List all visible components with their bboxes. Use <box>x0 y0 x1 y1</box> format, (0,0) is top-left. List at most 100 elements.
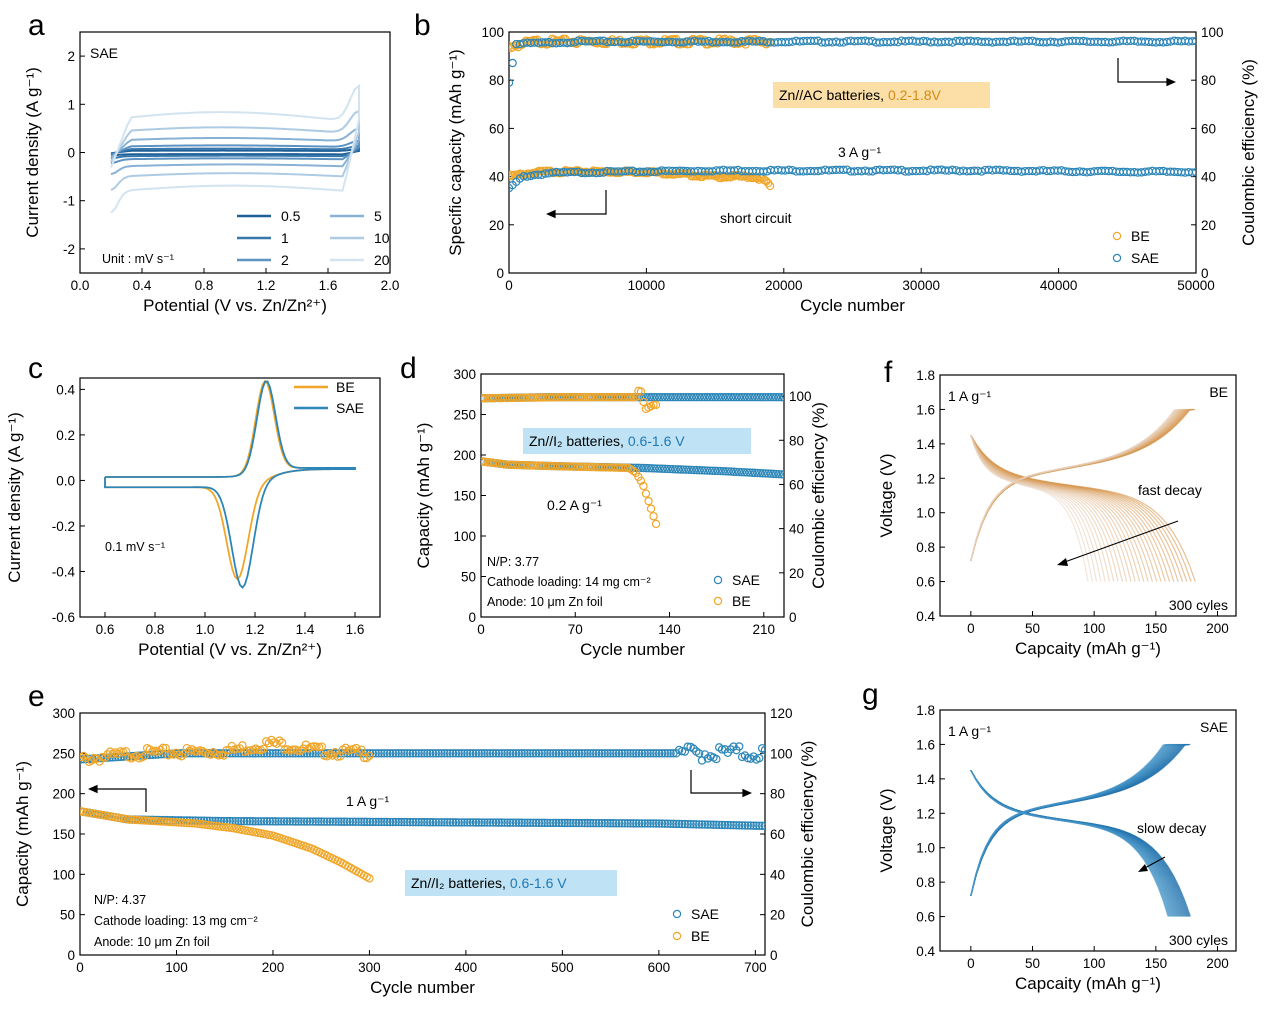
sae-ce-point <box>549 749 558 758</box>
sae-ce-point <box>271 749 280 758</box>
sae-capacity-point <box>265 817 275 826</box>
be-ce-point <box>177 752 186 761</box>
sae-ce-point <box>431 749 441 758</box>
x-tick-label: 600 <box>648 960 671 975</box>
panel-letter: e <box>28 680 45 713</box>
discharge-curve <box>970 769 1187 917</box>
sae-capacity-point <box>657 819 667 828</box>
sae-capacity-point <box>757 821 765 831</box>
sae-capacity-point <box>360 817 369 827</box>
be-capacity-point <box>161 817 170 826</box>
sae-capacity-point <box>408 817 418 827</box>
sae-ce-point <box>748 392 757 402</box>
x-tick-label: 200 <box>1206 621 1229 636</box>
be-ce-point <box>341 743 350 753</box>
sae-capacity-point <box>614 819 624 828</box>
be-ce-point <box>330 748 340 757</box>
sae-ce-point <box>414 749 423 758</box>
banner-accent: 0.6-1.6 V <box>510 875 567 891</box>
y-axis-label: Current density (A g⁻¹) <box>23 67 42 238</box>
sae-ce-point <box>750 392 760 402</box>
sae-ce-point <box>374 749 383 758</box>
y2-tick-label: 40 <box>770 867 785 882</box>
sae-capacity-point <box>314 817 323 826</box>
sae-capacity-point <box>566 818 575 828</box>
sae-capacity-point <box>672 819 681 829</box>
sae-capacity-point <box>650 464 659 473</box>
cell-note-2: Anode: 10 μm Zn foil <box>94 935 210 949</box>
decay-arrow-head <box>1138 864 1148 872</box>
sae-ce-point <box>729 392 738 402</box>
sae-capacity-point <box>700 466 709 475</box>
be-ce-point <box>87 756 96 765</box>
sae-ce-point <box>634 749 644 758</box>
be-ce-point <box>333 752 342 761</box>
be-capacity-point <box>621 463 631 473</box>
sae-ce-point <box>689 392 699 402</box>
sae-capacity-point <box>663 464 672 474</box>
x-axis-label: Capcaity (mAh g⁻¹) <box>1015 639 1161 658</box>
y-tick-label: 1.4 <box>916 437 935 452</box>
be-ce-point <box>365 751 374 761</box>
sae-capacity-point <box>609 819 618 828</box>
y-tick-label: -2 <box>63 242 75 257</box>
x-tick-label: 50 <box>1025 956 1040 971</box>
sae-ce-point <box>468 749 478 758</box>
sae-capacity-point <box>734 467 744 477</box>
sae-capacity-point <box>649 819 658 828</box>
ce-arrow-head <box>1166 77 1176 87</box>
sae-capacity-point <box>362 817 372 827</box>
be-ce-point <box>259 744 268 754</box>
y-tick-label: 0 <box>468 610 476 625</box>
y-tick-label: 1 <box>67 97 75 112</box>
be-ce-point <box>190 747 199 756</box>
be-capacity-point <box>187 819 197 828</box>
ce-axis-arrow <box>690 770 746 794</box>
y-tick-label: 0.8 <box>916 540 935 555</box>
sae-capacity-point <box>697 466 707 475</box>
plot-area <box>970 408 1196 582</box>
sae-capacity-point <box>334 817 343 826</box>
banner-bg <box>405 870 617 896</box>
sae-capacity-point <box>663 819 672 828</box>
sae-ce-point <box>734 392 744 402</box>
sae-ce-point <box>517 749 526 758</box>
y-tick-label: 0 <box>67 948 75 963</box>
sae-capacity-point <box>658 464 667 473</box>
y-tick-label: 250 <box>52 746 75 761</box>
sae-ce-point <box>454 749 463 758</box>
legend-be-label: BE <box>732 593 751 609</box>
sae-ce-point <box>397 749 406 758</box>
y-tick-label: 0.6 <box>916 910 935 925</box>
x-axis-label: Cycle number <box>580 640 685 659</box>
sae-capacity-point <box>597 818 607 828</box>
sae-ce-point <box>508 749 518 758</box>
ce-axis-arrow <box>1117 58 1170 83</box>
sae-capacity-point <box>684 465 693 475</box>
sae-capacity-point <box>251 817 260 826</box>
sae-ce-point <box>652 392 662 402</box>
sae-capacity-point <box>695 466 704 475</box>
x-tick-label: 700 <box>744 960 767 975</box>
sae-capacity-point <box>746 821 755 830</box>
be-capacity-point <box>142 816 152 825</box>
sae-ce-point <box>526 749 535 758</box>
sae-capacity-point <box>365 817 375 827</box>
sae-capacity-point <box>400 817 409 827</box>
be-capacity-point <box>129 815 139 825</box>
sae-capacity-point <box>274 817 283 826</box>
sae-capacity-point <box>755 821 764 831</box>
be-ce-point <box>288 745 297 754</box>
sae-capacity-point <box>652 819 661 828</box>
sae-capacity-point <box>486 818 495 827</box>
be-capacity-point <box>172 818 181 827</box>
sae-capacity-point <box>639 463 648 473</box>
sae-ce-point <box>673 392 683 402</box>
sae-ce-point <box>763 392 773 402</box>
y-tick-label: 1.2 <box>916 806 935 821</box>
sae-capacity-point <box>443 818 452 827</box>
corner-label: BE <box>1209 384 1228 400</box>
sae-capacity-point <box>460 818 469 827</box>
sae-ce-point <box>580 749 589 758</box>
y2-tick-label: 80 <box>770 787 785 802</box>
